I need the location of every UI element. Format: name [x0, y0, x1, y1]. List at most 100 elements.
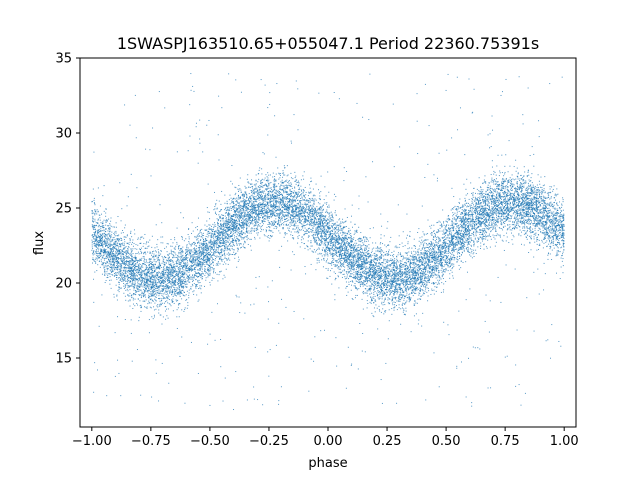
data-point: [204, 249, 206, 251]
data-point: [131, 250, 133, 252]
data-point: [258, 203, 260, 205]
data-point: [111, 271, 113, 273]
data-point: [191, 262, 193, 264]
data-point: [132, 245, 134, 247]
data-point: [399, 287, 401, 289]
data-point: [244, 191, 246, 193]
data-point: [280, 218, 282, 220]
data-point: [417, 298, 419, 300]
data-point: [230, 209, 232, 211]
data-point: [467, 237, 469, 239]
data-point: [462, 219, 464, 221]
data-point: [373, 289, 375, 291]
data-point: [294, 205, 296, 207]
data-point: [233, 251, 235, 253]
data-point: [165, 285, 167, 287]
data-point: [171, 300, 173, 302]
data-point: [215, 242, 217, 244]
data-point: [441, 265, 443, 267]
data-point: [559, 244, 561, 246]
data-point: [216, 231, 218, 233]
data-point: [320, 240, 322, 242]
data-point: [352, 249, 354, 251]
data-point: [544, 221, 546, 223]
data-point: [106, 234, 108, 236]
data-point: [347, 268, 349, 270]
data-point: [329, 233, 331, 235]
data-point: [501, 172, 503, 174]
data-point: [334, 294, 336, 296]
data-point: [463, 241, 465, 243]
data-point: [253, 184, 255, 186]
data-point: [439, 260, 441, 262]
data-point: [165, 301, 167, 303]
data-point: [256, 204, 258, 206]
data-point: [178, 262, 180, 264]
data-point: [261, 207, 263, 209]
data-point: [118, 257, 120, 259]
data-point: [554, 222, 556, 224]
data-point: [230, 245, 232, 247]
data-point: [101, 226, 103, 228]
data-point: [143, 277, 145, 279]
data-point: [231, 201, 233, 203]
data-point: [101, 237, 103, 239]
data-point: [468, 78, 470, 80]
data-point: [187, 277, 189, 279]
data-point: [443, 221, 445, 223]
data-point: [449, 259, 451, 261]
data-point: [122, 272, 124, 274]
data-point: [521, 185, 523, 187]
data-point: [147, 289, 149, 291]
data-point: [310, 229, 312, 231]
data-point: [99, 217, 101, 219]
data-point: [507, 189, 509, 191]
data-point: [511, 180, 513, 182]
data-point: [430, 274, 432, 276]
data-point: [286, 233, 288, 235]
data-point: [485, 227, 487, 229]
data-point: [145, 286, 147, 288]
data-point: [404, 274, 406, 276]
data-point: [178, 248, 180, 250]
data-point: [388, 274, 390, 276]
data-point: [313, 210, 315, 212]
data-point: [289, 190, 291, 192]
data-point: [109, 273, 111, 275]
data-point: [407, 258, 409, 260]
data-point: [172, 260, 174, 262]
data-point: [93, 224, 95, 226]
data-point: [409, 287, 411, 289]
data-point: [527, 190, 529, 192]
data-point: [428, 290, 430, 292]
data-point: [331, 226, 333, 228]
data-point: [249, 209, 251, 211]
data-point: [563, 245, 565, 247]
data-point: [552, 190, 554, 192]
data-point: [274, 183, 276, 185]
data-point: [394, 297, 396, 299]
data-point: [538, 201, 540, 203]
data-point: [276, 205, 278, 207]
data-point: [224, 229, 226, 231]
data-point: [502, 192, 504, 194]
data-point: [425, 281, 427, 283]
data-point: [238, 239, 240, 241]
data-point: [396, 280, 398, 282]
data-point: [183, 310, 185, 312]
data-point: [352, 263, 354, 265]
data-point: [450, 255, 452, 257]
data-point: [554, 235, 556, 237]
data-point: [456, 248, 458, 250]
data-point: [347, 243, 349, 245]
data-point: [132, 282, 134, 284]
data-point: [514, 204, 516, 206]
data-point: [476, 202, 478, 204]
data-point: [519, 184, 521, 186]
data-point: [496, 217, 498, 219]
data-point: [292, 192, 294, 194]
data-point: [395, 280, 397, 282]
data-point: [91, 226, 93, 228]
data-point: [511, 198, 513, 200]
data-point: [287, 184, 289, 186]
